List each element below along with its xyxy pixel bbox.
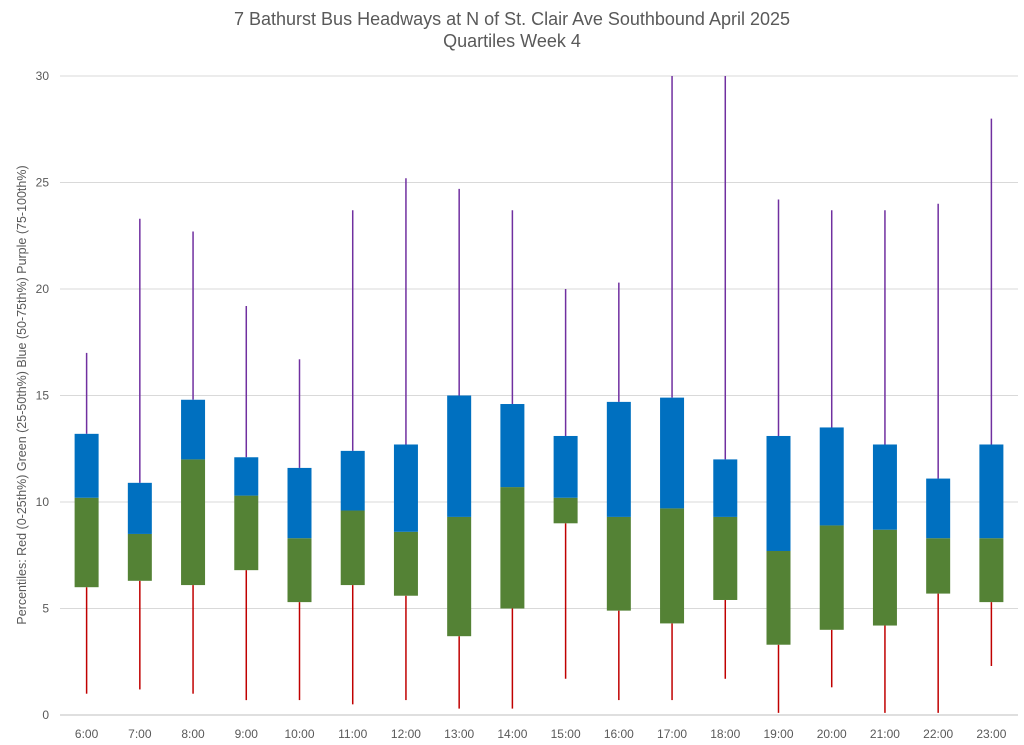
x-tick-label: 7:00 — [128, 727, 152, 741]
axis-labels: 0 5 10 15 20 25 30 6:00 7:00 8:00 9:00 10:00 11:00 12… — [36, 69, 1007, 741]
upper-box-13:00 — [447, 395, 472, 517]
upper-box-14:00 — [500, 404, 525, 488]
y-tick-label: 5 — [42, 602, 49, 616]
y-axis-title: Percentiles: Red (0-25th%) Green (25-50t… — [15, 165, 29, 624]
y-tick-label: 30 — [36, 69, 50, 83]
x-tick-label: 19:00 — [763, 727, 793, 741]
y-tick-label: 20 — [36, 282, 50, 296]
lower-box-15:00 — [553, 497, 578, 524]
x-tick-label: 9:00 — [235, 727, 259, 741]
x-tick-label: 8:00 — [181, 727, 205, 741]
upper-box-6:00 — [74, 433, 99, 498]
lower-box-20:00 — [819, 525, 844, 630]
x-tick-label: 12:00 — [391, 727, 421, 741]
upper-box-19:00 — [766, 435, 791, 551]
upper-box-12:00 — [393, 444, 418, 532]
x-tick-label: 20:00 — [817, 727, 847, 741]
x-tick-label: 17:00 — [657, 727, 687, 741]
lower-box-9:00 — [234, 495, 259, 571]
lower-box-11:00 — [340, 510, 365, 586]
upper-box-20:00 — [819, 427, 844, 526]
y-tick-label: 25 — [36, 176, 50, 190]
x-tick-label: 21:00 — [870, 727, 900, 741]
x-tick-label: 22:00 — [923, 727, 953, 741]
x-tick-label: 15:00 — [551, 727, 581, 741]
lower-box-14:00 — [500, 487, 525, 609]
upper-box-8:00 — [181, 399, 206, 460]
x-tick-label: 10:00 — [284, 727, 314, 741]
lower-box-21:00 — [872, 529, 897, 626]
upper-box-22:00 — [926, 478, 951, 539]
lower-box-10:00 — [287, 538, 312, 603]
x-tick-label: 14:00 — [497, 727, 527, 741]
upper-box-18:00 — [713, 459, 738, 517]
y-tick-label: 10 — [36, 495, 50, 509]
lower-box-23:00 — [979, 538, 1004, 603]
upper-box-23:00 — [979, 444, 1004, 539]
upper-box-7:00 — [127, 482, 152, 534]
lower-box-18:00 — [713, 516, 738, 600]
lower-box-22:00 — [926, 538, 951, 594]
data-marks — [74, 76, 1004, 713]
upper-box-15:00 — [553, 435, 578, 498]
lower-box-7:00 — [127, 533, 152, 581]
x-tick-label: 23:00 — [976, 727, 1006, 741]
lower-box-13:00 — [447, 516, 472, 637]
chart-title: 7 Bathurst Bus Headways at N of St. Clai… — [234, 9, 790, 29]
upper-box-17:00 — [660, 397, 685, 509]
chart-subtitle: Quartiles Week 4 — [443, 31, 581, 51]
lower-box-12:00 — [393, 531, 418, 596]
gridlines — [60, 75, 1018, 716]
upper-box-16:00 — [606, 401, 631, 517]
x-tick-label: 6:00 — [75, 727, 99, 741]
upper-box-11:00 — [340, 450, 365, 511]
upper-box-10:00 — [287, 467, 312, 539]
y-tick-label: 0 — [42, 708, 49, 722]
upper-box-21:00 — [872, 444, 897, 530]
upper-box-9:00 — [234, 457, 259, 496]
chart-title-block: 7 Bathurst Bus Headways at N of St. Clai… — [0, 8, 1024, 52]
lower-box-17:00 — [660, 508, 685, 624]
x-tick-label: 18:00 — [710, 727, 740, 741]
lower-box-16:00 — [606, 516, 631, 611]
lower-box-19:00 — [766, 550, 791, 645]
lower-box-6:00 — [74, 497, 99, 588]
y-tick-label: 15 — [36, 389, 50, 403]
x-tick-label: 16:00 — [604, 727, 634, 741]
x-tick-label: 13:00 — [444, 727, 474, 741]
lower-box-8:00 — [181, 459, 206, 586]
x-tick-label: 11:00 — [338, 727, 367, 741]
